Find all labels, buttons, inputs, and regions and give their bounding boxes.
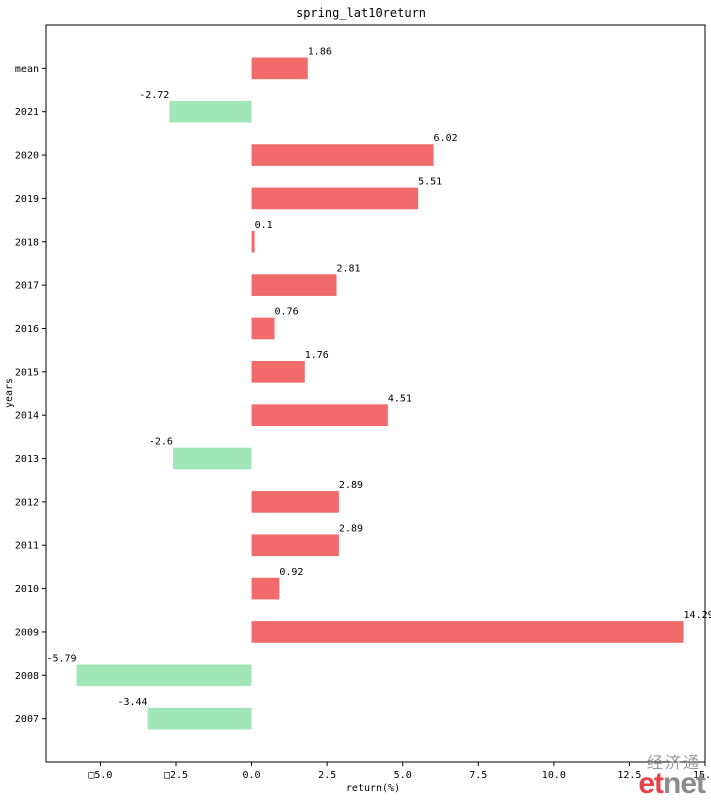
y-tick-label-2017: 2017	[15, 281, 39, 292]
bar-2020	[251, 144, 434, 166]
data-label-2019: 5.51	[418, 177, 442, 188]
y-tick-label-2021: 2021	[15, 107, 39, 118]
y-tick-label-2008: 2008	[15, 671, 39, 682]
bar-2008	[76, 664, 252, 687]
y-tick-label-2009: 2009	[15, 627, 39, 638]
data-labels-group: -3.44 -5.79 14.29 0.92 2.89 2.89 -2.6 4.51 1.76 0…	[46, 47, 711, 708]
data-label-mean: 1.86	[308, 47, 332, 58]
bar-2012	[251, 491, 339, 513]
y-tick-label-2010: 2010	[15, 584, 39, 595]
data-label-2010: 0.92	[279, 567, 303, 578]
y-tick-label-2012: 2012	[15, 497, 39, 508]
bar-2014	[251, 404, 388, 427]
data-label-2008: -5.79	[46, 653, 76, 664]
data-label-2017: 2.81	[337, 263, 361, 274]
x-tick-label-6: 10.0	[542, 770, 566, 781]
plot-frame	[45, 24, 706, 763]
bar-2017	[251, 274, 337, 296]
x-tick-label-2: 0.0	[243, 770, 261, 781]
data-label-2015: 1.76	[305, 350, 329, 361]
x-tick-label-5: 7.5	[469, 770, 487, 781]
x-tick-label-4: 5.0	[394, 770, 412, 781]
bar-2011	[251, 534, 339, 557]
bar-2016	[251, 317, 275, 340]
data-label-2012: 2.89	[339, 480, 363, 491]
data-label-2014: 4.51	[388, 393, 412, 404]
data-label-2009: 14.29	[684, 610, 711, 621]
data-label-2013: -2.6	[149, 437, 173, 448]
y-tick-label-2011: 2011	[15, 541, 39, 552]
etnet-logo: 经济通 etnet	[615, 749, 706, 800]
x-tick-label-3: 2.5	[318, 770, 336, 781]
bars-group	[76, 57, 684, 730]
bar-2019	[251, 187, 419, 210]
bar-2009	[251, 621, 684, 643]
bar-2015	[251, 360, 305, 383]
logo-english-text: etnet	[638, 767, 706, 800]
bar-2018	[251, 230, 255, 253]
logo-chinese-text: 经济通	[646, 753, 701, 772]
x-tick-label-1: □2.5	[164, 770, 188, 781]
bar-2010	[251, 577, 280, 600]
y-tick-label-2014: 2014	[15, 411, 39, 422]
chart-title: spring_lat10return	[296, 6, 426, 20]
data-label-2016: 0.76	[275, 307, 299, 318]
x-tick-label-8: 15.0	[693, 770, 711, 781]
y-tick-label-2016: 2016	[15, 324, 39, 335]
x-tick-label-0: □5.0	[88, 770, 112, 781]
x-axis-label: return(%)	[346, 783, 400, 794]
data-label-2018: 0.1	[255, 220, 273, 231]
bar-2021	[169, 100, 252, 123]
y-tick-label-2013: 2013	[15, 454, 39, 465]
y-tick-label-mean: mean	[15, 64, 39, 75]
bar-mean	[251, 57, 308, 80]
y-tick-label-2018: 2018	[15, 237, 39, 248]
x-axis-ticks: □5.0 □2.5 0.0 2.5 5.0 7.5 10.0 12.5 15.0	[88, 762, 711, 781]
x-tick-label-7: 12.5	[617, 770, 641, 781]
y-axis-ticks: 2007 2008 2009 2010 2011 2012 2013 2014 2015 2016…	[15, 64, 46, 725]
y-tick-label-2020: 2020	[15, 151, 39, 162]
y-tick-label-2019: 2019	[15, 194, 39, 205]
y-tick-label-2015: 2015	[15, 367, 39, 378]
bar-2007	[147, 707, 252, 730]
data-label-2020: 6.02	[434, 133, 458, 144]
y-axis-label: years	[4, 378, 15, 408]
data-label-2007: -3.44	[117, 697, 147, 708]
y-tick-label-2007: 2007	[15, 714, 39, 725]
bar-2013	[172, 447, 252, 470]
data-label-2021: -2.72	[139, 90, 169, 101]
data-label-2011: 2.89	[339, 523, 363, 534]
